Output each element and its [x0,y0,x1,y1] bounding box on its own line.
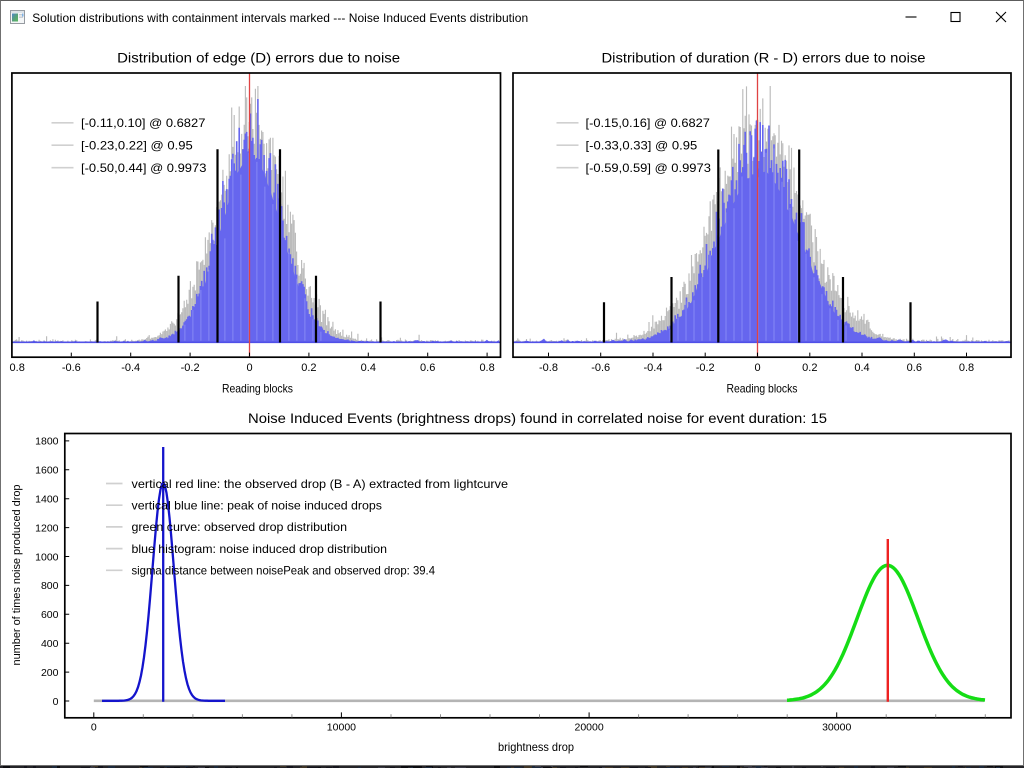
svg-text:-0.2: -0.2 [696,362,715,374]
svg-text:0.6: 0.6 [907,362,922,374]
svg-text:sigma distance between noisePe: sigma distance between noisePeak and obs… [132,564,436,578]
svg-text:600: 600 [41,609,59,621]
svg-text:800: 800 [41,580,59,592]
svg-text:0.2: 0.2 [802,362,817,374]
svg-text:[-0.33,0.33] @ 0.95: [-0.33,0.33] @ 0.95 [586,139,698,153]
svg-text:-0.4: -0.4 [121,362,140,374]
svg-text:1200: 1200 [35,522,59,534]
svg-text:vertical blue line: peak of no: vertical blue line: peak of noise induce… [132,499,383,513]
svg-text:0: 0 [91,722,97,734]
svg-text:[-0.50,0.44] @ 0.9973: [-0.50,0.44] @ 0.9973 [81,161,207,175]
svg-text:1400: 1400 [35,494,59,506]
svg-text:0.8: 0.8 [959,362,974,374]
svg-text:[-0.59,0.59] @ 0.9973: [-0.59,0.59] @ 0.9973 [586,161,712,175]
svg-text:Reading blocks: Reading blocks [727,382,798,396]
svg-text:[-0.11,0.10] @ 0.6827: [-0.11,0.10] @ 0.6827 [81,116,206,130]
svg-text:Reading blocks: Reading blocks [222,382,293,396]
svg-text:number of times noise produced: number of times noise produced drop [11,485,23,666]
svg-text:1800: 1800 [35,436,59,448]
svg-text:-0.6: -0.6 [62,362,81,374]
svg-text:0.2: 0.2 [301,362,316,374]
svg-text:0: 0 [754,362,760,374]
svg-text:1000: 1000 [35,551,59,563]
svg-text:200: 200 [41,667,59,679]
svg-text:vertical red line: the observe: vertical red line: the observed drop (B … [132,477,509,491]
svg-text:green curve: observed drop dis: green curve: observed drop distribution [132,520,348,534]
svg-text:0.4: 0.4 [361,362,376,374]
svg-text:20000: 20000 [574,722,603,734]
svg-text:Distribution of edge (D) error: Distribution of edge (D) errors due to n… [117,50,400,66]
svg-text:[-0.15,0.16] @ 0.6827: [-0.15,0.16] @ 0.6827 [586,116,711,130]
svg-text:0.8: 0.8 [10,362,25,374]
svg-text:1600: 1600 [35,465,59,477]
svg-text:brightness drop: brightness drop [498,740,574,754]
svg-text:10000: 10000 [327,722,356,734]
svg-text:400: 400 [41,638,59,650]
svg-text:0.6: 0.6 [420,362,435,374]
svg-text:-0.6: -0.6 [591,362,610,374]
svg-text:0.8: 0.8 [479,362,494,374]
svg-text:Distribution of duration (R -: Distribution of duration (R - D) errors … [602,50,926,66]
svg-text:0: 0 [246,362,252,374]
svg-text:0: 0 [53,696,59,708]
svg-text:0.4: 0.4 [854,362,869,374]
svg-text:Noise Induced Events (brightne: Noise Induced Events (brightness drops) … [248,410,827,426]
svg-text:-0.8: -0.8 [539,362,558,374]
svg-text:30000: 30000 [822,722,851,734]
svg-text:-0.2: -0.2 [181,362,200,374]
svg-text:blue histogram: noise induced: blue histogram: noise induced drop distr… [132,542,388,556]
svg-text:-0.4: -0.4 [644,362,663,374]
svg-text:[-0.23,0.22] @ 0.95: [-0.23,0.22] @ 0.95 [81,139,193,153]
